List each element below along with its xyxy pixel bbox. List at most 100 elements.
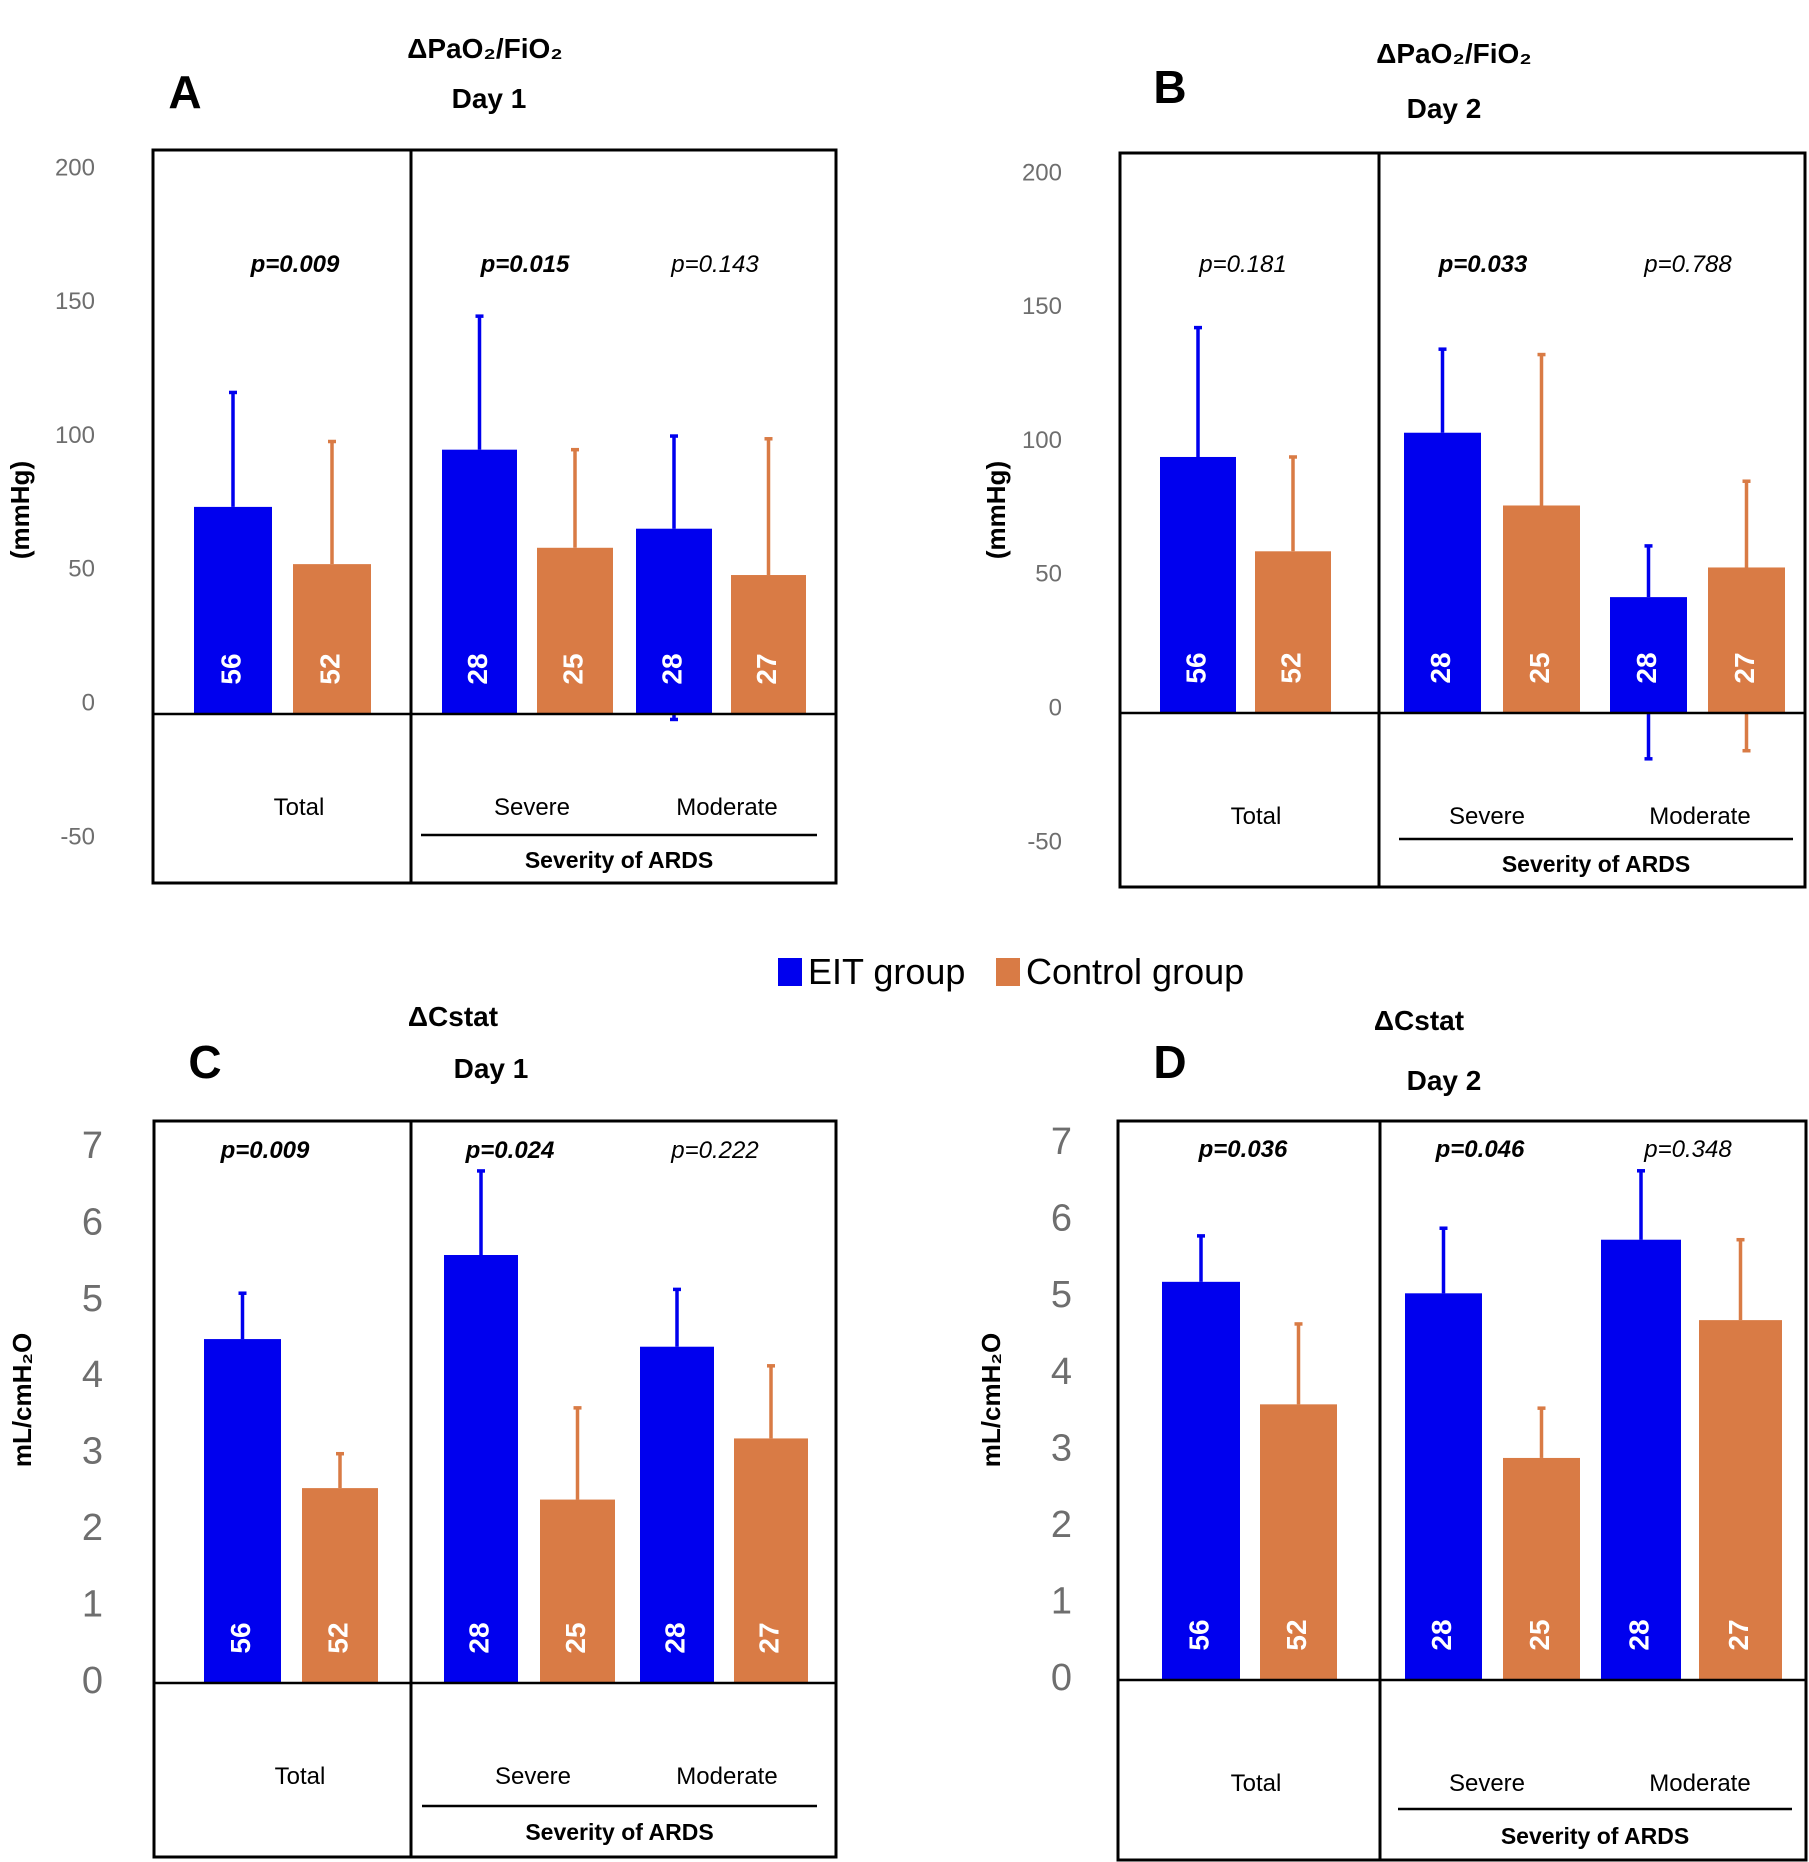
p-value: p=0.222 — [670, 1137, 758, 1164]
y-tick-label: 200 — [55, 154, 95, 181]
bar-control-total — [1260, 1404, 1337, 1680]
sample-size-label: 52 — [322, 1622, 353, 1653]
sample-size-label: 28 — [463, 1622, 494, 1653]
group-label: Severity of ARDS — [1502, 851, 1690, 877]
sample-size-label: 28 — [1426, 1619, 1457, 1650]
sample-size-label: 28 — [1631, 652, 1662, 683]
sample-size-label: 27 — [1729, 652, 1760, 683]
y-tick-label: 7 — [82, 1125, 103, 1167]
bar-eit-severe — [442, 449, 517, 714]
category-label: Severe — [495, 1763, 571, 1790]
bar-eit-severe — [1405, 1293, 1482, 1680]
legend-label-control: Control group — [1026, 951, 1244, 992]
chart-subtitle: Day 2 — [1407, 1065, 1482, 1096]
sample-size-label: 28 — [1425, 652, 1456, 683]
y-tick-label: 50 — [68, 556, 95, 583]
group-label: Severity of ARDS — [525, 847, 713, 873]
sample-size-label: 28 — [659, 1622, 690, 1653]
category-label: Severe — [494, 794, 570, 821]
p-value: p=0.015 — [480, 251, 570, 278]
sample-size-label: 27 — [1723, 1619, 1754, 1650]
y-tick-label: 3 — [82, 1431, 103, 1473]
category-label: Total — [275, 1763, 326, 1790]
y-tick-label: 5 — [1051, 1274, 1072, 1316]
p-value: p=0.181 — [1198, 251, 1286, 278]
panel-a: ΔPaO₂/FiO₂ A Day 1 (mmHg) 200 150 100 50 0 -50 56 5… — [5, 33, 838, 885]
category-label: Total — [1231, 803, 1282, 830]
chart-title: ΔCstat — [408, 1001, 498, 1032]
sample-size-label: 52 — [314, 653, 345, 684]
legend-swatch-control — [996, 958, 1020, 986]
bar-eit-total — [1160, 456, 1236, 713]
y-tick-label: 5 — [82, 1278, 103, 1320]
legend-swatch-eit — [778, 958, 802, 986]
panel-letter: B — [1153, 61, 1186, 113]
y-tick-label: 0 — [82, 1660, 103, 1702]
bar-eit-moderate — [640, 1346, 714, 1683]
plot-frame — [1116, 1119, 1808, 1862]
sample-size-label: 27 — [753, 1622, 784, 1653]
y-tick-label: 3 — [1051, 1427, 1072, 1469]
chart-title: ΔPaO₂/FiO₂ — [1376, 38, 1531, 69]
bar-control-total — [302, 1488, 378, 1683]
y-axis-label: mL/cmH₂O — [7, 1333, 37, 1467]
bar-control-severe — [1503, 1457, 1580, 1680]
sample-size-label: 52 — [1281, 1619, 1312, 1650]
sample-size-label: 25 — [560, 1622, 591, 1653]
category-label: Moderate — [1649, 1770, 1750, 1797]
category-label: Total — [1231, 1770, 1282, 1797]
panel-c: ΔCstat C Day 1 mL/cmH₂O 7 6 5 4 3 2 1 0 56 52 p=0.009 T… — [7, 1001, 838, 1859]
chart-subtitle: Day 1 — [452, 83, 527, 114]
sample-size-label: 27 — [751, 653, 782, 684]
plot-frame — [151, 148, 838, 885]
sample-size-label: 25 — [557, 653, 588, 684]
p-value: p=0.009 — [250, 251, 340, 278]
p-value: p=0.036 — [1198, 1136, 1288, 1163]
category-label: Severe — [1449, 803, 1525, 830]
bar-eit-moderate — [636, 528, 712, 714]
y-tick-label: 0 — [1051, 1657, 1072, 1699]
y-axis-label: (mmHg) — [5, 461, 35, 559]
y-tick-label: 2 — [82, 1507, 103, 1549]
bar-control-severe — [537, 547, 613, 714]
bar-control-moderate — [1708, 567, 1785, 713]
chart-title: ΔPaO₂/FiO₂ — [407, 33, 562, 64]
bar-eit-severe — [444, 1255, 518, 1683]
category-label: Severe — [1449, 1770, 1525, 1797]
chart-title: ΔCstat — [1374, 1005, 1464, 1036]
y-tick-label: 2 — [1051, 1504, 1072, 1546]
sample-size-label: 52 — [1275, 652, 1306, 683]
y-axis-label: (mmHg) — [981, 461, 1011, 559]
y-tick-label: 6 — [82, 1201, 103, 1243]
y-tick-label: -50 — [1027, 828, 1062, 855]
p-value: p=0.348 — [1643, 1136, 1732, 1163]
y-tick-label: 100 — [55, 422, 95, 449]
p-value: p=0.788 — [1643, 251, 1732, 278]
bar-control-moderate — [1699, 1320, 1782, 1680]
sample-size-label: 56 — [215, 653, 246, 684]
y-tick-label: -50 — [60, 823, 95, 850]
y-tick-label: 1 — [82, 1583, 103, 1625]
y-tick-label: 7 — [1051, 1121, 1072, 1163]
chart-subtitle: Day 2 — [1407, 93, 1482, 124]
y-tick-label: 200 — [1022, 159, 1062, 186]
sample-size-label: 56 — [1183, 1619, 1214, 1650]
category-label: Moderate — [1649, 803, 1750, 830]
bar-eit-moderate — [1601, 1239, 1681, 1680]
y-tick-label: 4 — [1051, 1351, 1072, 1393]
bar-control-severe — [540, 1499, 615, 1683]
bar-control-total — [1255, 551, 1331, 713]
bar-control-moderate — [734, 1438, 808, 1683]
y-tick-label: 150 — [1022, 293, 1062, 320]
category-label: Moderate — [676, 794, 777, 821]
y-tick-label: 100 — [1022, 427, 1062, 454]
category-label: Total — [274, 794, 325, 821]
panel-d: ΔCstat D Day 2 mL/cmH₂O 7 6 5 4 3 2 1 0 56 52 p=0.036 T… — [976, 1005, 1808, 1862]
legend: EIT group Control group — [778, 951, 1244, 992]
y-tick-label: 0 — [1049, 695, 1062, 722]
sample-size-label: 28 — [1623, 1619, 1654, 1650]
y-tick-label: 50 — [1035, 561, 1062, 588]
group-label: Severity of ARDS — [525, 1819, 713, 1845]
bar-eit-total — [204, 1339, 281, 1683]
panel-letter: C — [188, 1036, 221, 1088]
